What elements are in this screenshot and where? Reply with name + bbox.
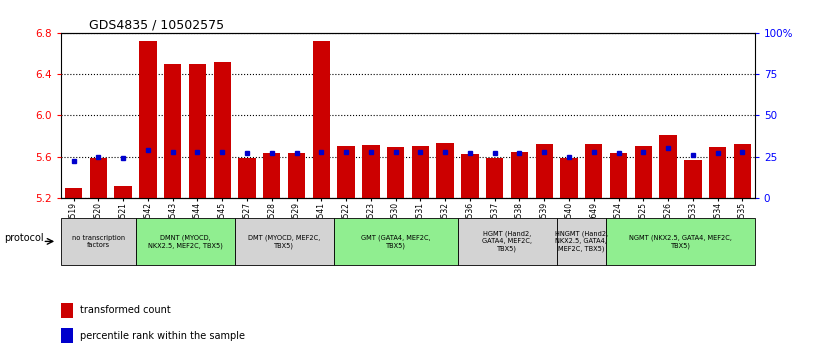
Bar (61, 218, 135, 265)
Bar (263, 154, 281, 198)
Bar (734, 144, 751, 198)
Bar (90, 158, 107, 198)
Text: transformed count: transformed count (80, 305, 171, 315)
Bar (135, 218, 235, 265)
Bar (387, 147, 404, 198)
Bar (461, 155, 479, 198)
Text: HGMT (Hand2,
GATA4, MEF2C,
TBX5): HGMT (Hand2, GATA4, MEF2C, TBX5) (482, 231, 532, 252)
Bar (412, 146, 429, 198)
Bar (659, 135, 676, 198)
Bar (61, 328, 73, 343)
Bar (65, 188, 82, 198)
Bar (288, 154, 305, 198)
Bar (684, 160, 702, 198)
Bar (313, 41, 330, 198)
Bar (362, 145, 379, 198)
Bar (709, 147, 726, 198)
Text: GDS4835 / 10502575: GDS4835 / 10502575 (89, 19, 224, 32)
Text: no transcription
factors: no transcription factors (72, 234, 125, 248)
Text: NGMT (NKX2.5, GATA4, MEF2C,
TBX5): NGMT (NKX2.5, GATA4, MEF2C, TBX5) (629, 234, 732, 249)
Text: HNGMT (Hand2,
NKX2.5, GATA4,
MEF2C, TBX5): HNGMT (Hand2, NKX2.5, GATA4, MEF2C, TBX5… (555, 231, 608, 252)
Text: DMT (MYOCD, MEF2C,
TBX5): DMT (MYOCD, MEF2C, TBX5) (248, 234, 320, 249)
Bar (511, 152, 528, 198)
Text: DMNT (MYOCD,
NKX2.5, MEF2C, TBX5): DMNT (MYOCD, NKX2.5, MEF2C, TBX5) (148, 234, 223, 249)
Bar (61, 303, 73, 318)
Bar (334, 218, 458, 265)
Bar (585, 144, 602, 198)
Bar (337, 146, 355, 198)
Bar (235, 218, 334, 265)
Bar (535, 144, 553, 198)
Bar (606, 218, 755, 265)
Bar (188, 64, 206, 198)
Bar (561, 158, 578, 198)
Bar (238, 158, 255, 198)
Bar (140, 41, 157, 198)
Bar (486, 158, 503, 198)
Bar (214, 62, 231, 198)
Bar (635, 146, 652, 198)
Bar (114, 187, 132, 198)
Text: protocol: protocol (4, 233, 44, 243)
Bar (610, 154, 628, 198)
Bar (557, 218, 606, 265)
Bar (164, 64, 181, 198)
Text: percentile rank within the sample: percentile rank within the sample (80, 331, 245, 341)
Text: GMT (GATA4, MEF2C,
TBX5): GMT (GATA4, MEF2C, TBX5) (361, 234, 430, 249)
Bar (458, 218, 557, 265)
Bar (437, 143, 454, 198)
